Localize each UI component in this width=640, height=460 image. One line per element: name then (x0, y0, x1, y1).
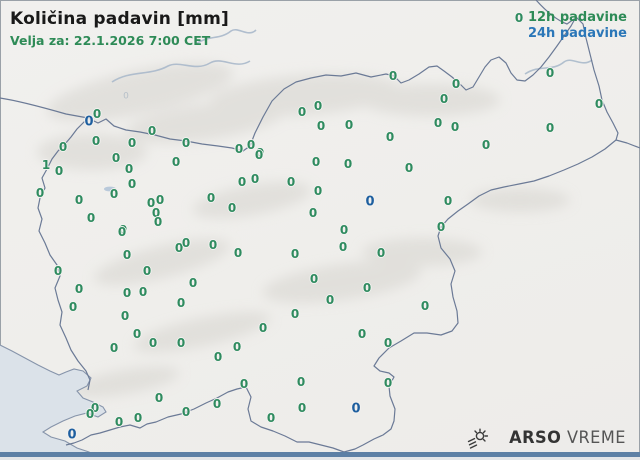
legend-item-24h-padavine[interactable]: 24h padavine (527, 26, 627, 41)
legend: 12h padavine 24h padavine (528, 10, 627, 42)
bottom-bar (0, 452, 640, 457)
coastline (0, 344, 107, 460)
arso-vreme-branding[interactable]: ARSO VREME (464, 426, 626, 450)
bottom-bar-shadow (0, 457, 640, 460)
brand-text: ARSO VREME (509, 428, 626, 448)
brand-agency: ARSO (509, 428, 562, 448)
adriatic-sea (0, 345, 106, 460)
valid-for-timestamp: Velja za: 22.1.2026 7:00 CET (10, 33, 211, 48)
header: Količina padavin [mm] Velja za: 22.1.202… (10, 9, 229, 48)
sun-weather-icon (467, 428, 489, 449)
lake (104, 186, 116, 192)
rivers (111, 29, 593, 83)
brand-product: VREME (567, 428, 626, 448)
page-title: Količina padavin [mm] (10, 9, 229, 29)
terrain-shading (37, 62, 570, 398)
legend-item-12h-padavine[interactable]: 12h padavine (527, 10, 627, 25)
